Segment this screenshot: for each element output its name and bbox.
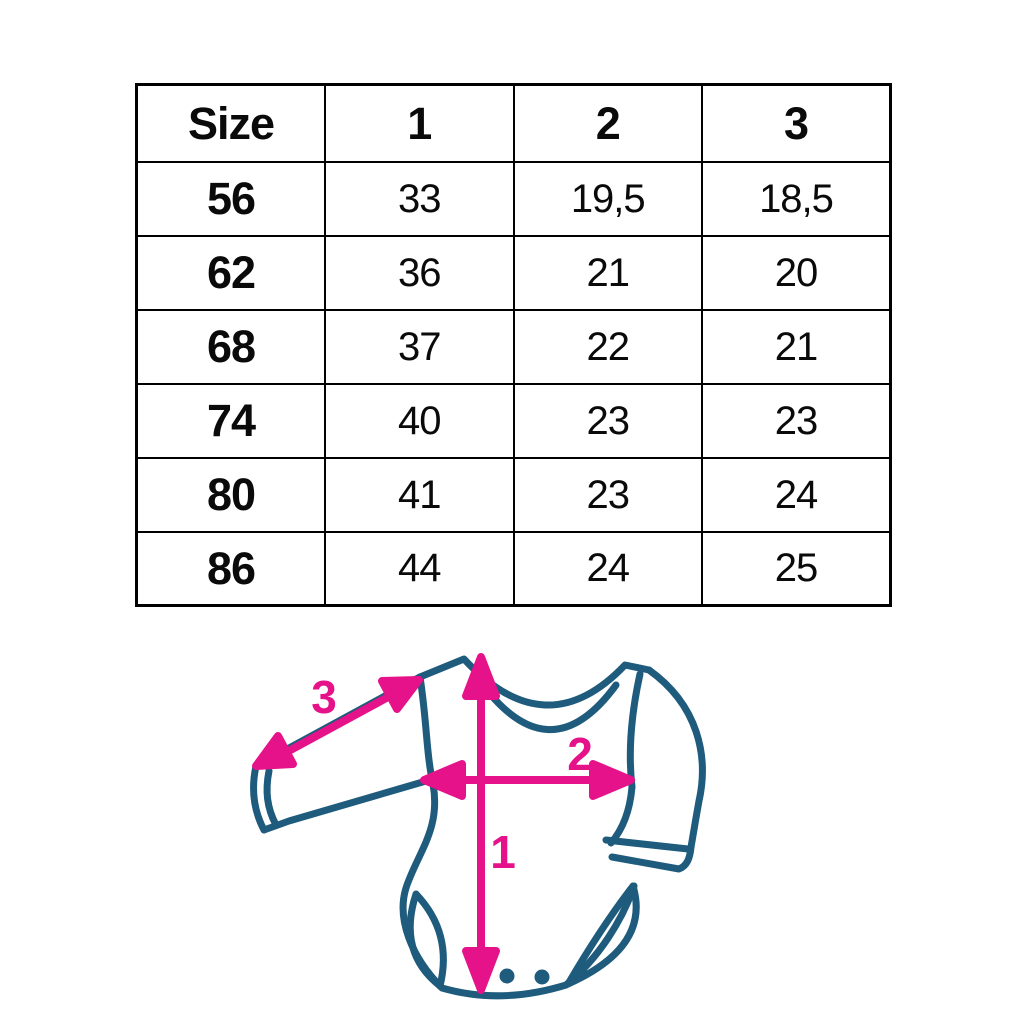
- right-sleeve-outer: [645, 666, 706, 851]
- value-cell: 25: [701, 530, 892, 607]
- value-cell: 37: [324, 308, 515, 385]
- right-cuff-line: [602, 836, 692, 853]
- value-cell: 23: [512, 382, 703, 459]
- value-cell: 24: [701, 456, 892, 533]
- value-cell: 18,5: [701, 160, 892, 237]
- size-chart-table: Size 1 2 3 56 33 19,5 18,5 62 36 21 20 6…: [135, 83, 892, 607]
- snap-buttons: [499, 968, 550, 985]
- snap-dot-icon: [499, 968, 515, 984]
- value-cell: 24: [512, 530, 703, 607]
- left-sleeve-bottom: [260, 775, 437, 834]
- right-shoulder-seam: [626, 670, 644, 791]
- measurement-arrows: 1 2 3: [252, 653, 635, 994]
- size-column-header: Size: [135, 83, 326, 163]
- table-row: 80 41 23 24: [135, 456, 892, 533]
- size-cell: 56: [135, 160, 326, 237]
- value-cell: 21: [701, 308, 892, 385]
- left-sleeve-end: [250, 762, 268, 834]
- size-cell: 68: [135, 308, 326, 385]
- table-row: 56 33 19,5 18,5: [135, 160, 892, 237]
- width-arrow-icon: [420, 760, 635, 800]
- right-leg-opening: [564, 882, 640, 988]
- value-cell: 19,5: [512, 160, 703, 237]
- size-cell: 74: [135, 382, 326, 459]
- snap-dot-icon: [534, 969, 550, 985]
- right-sleeve-inner: [607, 783, 636, 847]
- table-row: 74 40 23 23: [135, 382, 892, 459]
- left-leg-opening: [406, 890, 447, 990]
- size-cell: 80: [135, 456, 326, 533]
- arrow-label-1: 1: [490, 826, 516, 878]
- size-cell: 86: [135, 530, 326, 607]
- value-cell: 36: [324, 234, 515, 311]
- value-cell: 20: [701, 234, 892, 311]
- measurement-1-header: 1: [324, 83, 515, 163]
- size-cell: 62: [135, 234, 326, 311]
- arrow-label-3: 3: [311, 671, 337, 723]
- sleeve-arrow-icon: [252, 676, 423, 770]
- size-chart-header: Size 1 2 3: [135, 83, 892, 163]
- length-arrow-icon: [462, 653, 500, 994]
- arrow-label-2: 2: [567, 728, 593, 780]
- value-cell: 22: [512, 308, 703, 385]
- table-row: 62 36 21 20: [135, 234, 892, 311]
- value-cell: 41: [324, 456, 515, 533]
- value-cell: 23: [512, 456, 703, 533]
- header-row: Size 1 2 3: [135, 83, 892, 163]
- size-chart-body: 56 33 19,5 18,5 62 36 21 20 68 37 22 21 …: [135, 160, 892, 607]
- value-cell: 21: [512, 234, 703, 311]
- left-cuff-line: [263, 767, 280, 829]
- measurement-3-header: 3: [701, 83, 892, 163]
- value-cell: 33: [324, 160, 515, 237]
- table-row: 86 44 24 25: [135, 530, 892, 607]
- table-row: 68 37 22 21: [135, 308, 892, 385]
- value-cell: 44: [324, 530, 515, 607]
- value-cell: 23: [701, 382, 892, 459]
- measurement-2-header: 2: [512, 83, 703, 163]
- body-outline: [399, 673, 638, 1000]
- value-cell: 40: [324, 382, 515, 459]
